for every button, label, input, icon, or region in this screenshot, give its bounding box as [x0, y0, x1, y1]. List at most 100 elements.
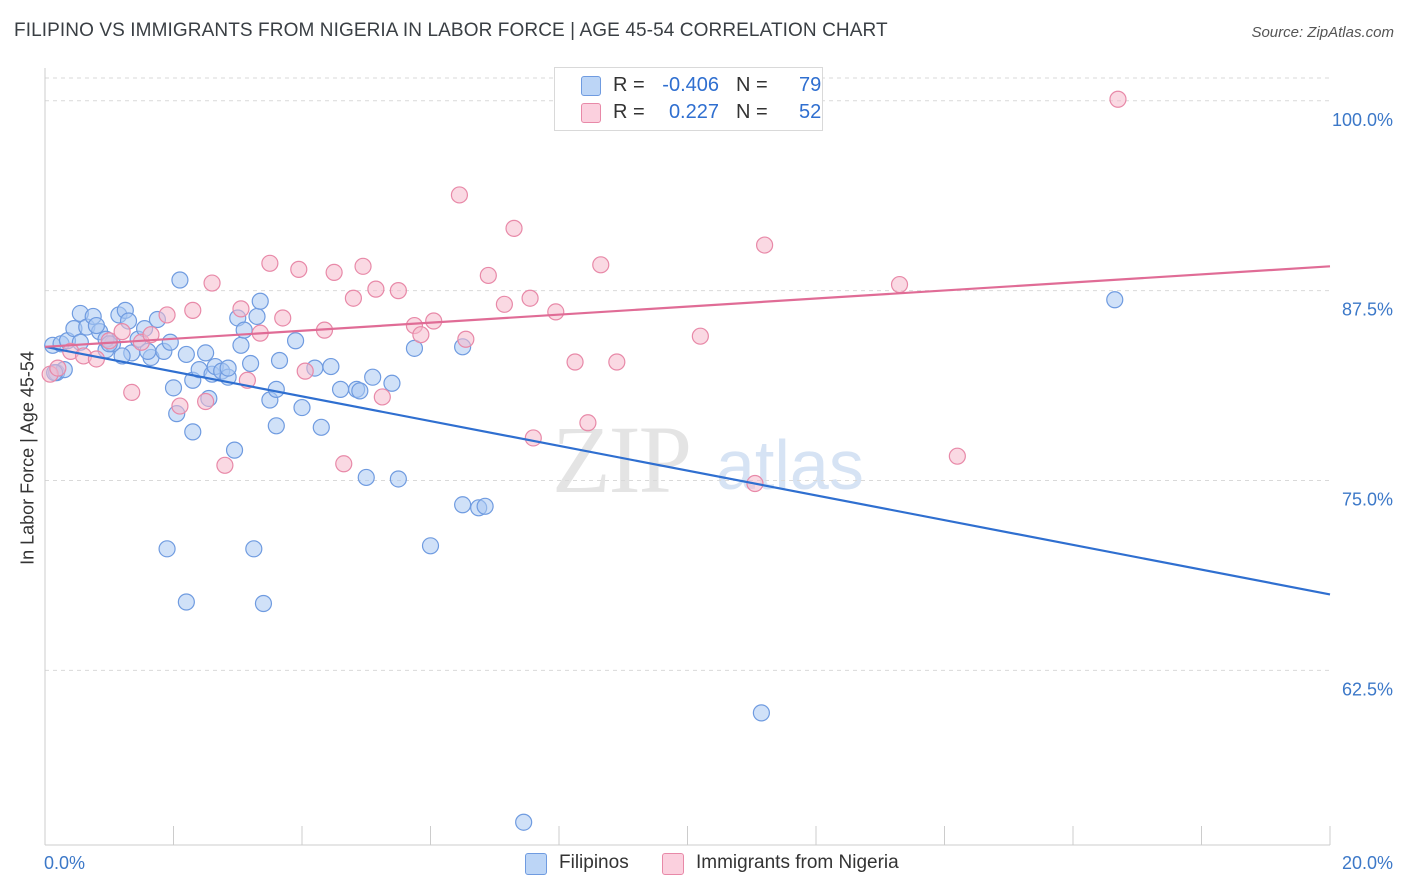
nigeria-point	[203, 274, 221, 292]
nigeria-point	[412, 326, 430, 344]
filipino-point	[251, 292, 269, 310]
nigeria-point	[261, 254, 279, 272]
filipino-point	[270, 351, 289, 370]
grid-lines	[45, 77, 1330, 671]
bottom-legend-swatch-blue	[525, 853, 547, 875]
nigeria-point	[335, 455, 353, 473]
nigeria-point	[495, 295, 513, 313]
filipino-point	[286, 332, 305, 350]
filipino-point	[331, 380, 350, 398]
y-axis-label: In Labor Force | Age 45-54	[17, 351, 38, 565]
nigeria-point	[524, 429, 542, 447]
nigeria-point	[354, 257, 372, 275]
filipino-trend-line	[44, 345, 1331, 596]
legend-r-value: 0.227	[668, 101, 719, 123]
nigeria-point	[425, 312, 443, 330]
tick-labels: 62.5% 75.0% 87.5% 100.0% 0.0% 20.0%	[44, 110, 1393, 873]
nigeria-point	[296, 362, 314, 380]
nigeria-point	[608, 353, 626, 371]
nigeria-point	[1109, 90, 1127, 108]
filipino-point	[322, 357, 340, 376]
nigeria-point	[142, 326, 160, 344]
x-tick-label-min: 0.0%	[44, 853, 85, 873]
correlation-legend: R = -0.406 N = 79 R = 0.227 N = 52	[554, 67, 823, 131]
filipino-point	[245, 540, 263, 558]
nigeria-point	[389, 282, 407, 300]
filipino-point	[254, 594, 273, 613]
filipino-point	[177, 345, 195, 364]
y-tick-label: 62.5%	[1342, 679, 1393, 699]
filipino-point	[476, 497, 494, 515]
filipino-point	[267, 417, 285, 435]
y-tick-label: 87.5%	[1342, 300, 1393, 320]
nigeria-point	[367, 280, 385, 298]
filipino-point	[454, 496, 472, 514]
filipino-point	[1106, 291, 1124, 309]
filipino-point	[161, 333, 179, 351]
filipino-point	[158, 540, 176, 558]
filipino-point	[242, 354, 260, 373]
nigeria-trend-line	[44, 265, 1331, 348]
watermark-atlas: atlas	[716, 426, 864, 504]
nigeria-point	[890, 275, 909, 294]
nigeria-point	[592, 256, 610, 274]
y-tick-label: 100.0%	[1332, 110, 1393, 130]
chart-title: FILIPINO VS IMMIGRANTS FROM NIGERIA IN L…	[14, 20, 888, 41]
nigeria-point	[123, 383, 141, 401]
axes	[44, 68, 1331, 846]
nigeria-point	[505, 219, 523, 237]
bottom-legend-swatch-pink	[662, 853, 684, 875]
nigeria-point	[457, 330, 475, 348]
nigeria-point	[87, 350, 106, 368]
bottom-legend-label: Filipinos	[559, 852, 629, 873]
source-credit: Source: ZipAtlas.com	[1251, 24, 1394, 41]
nigeria-point	[274, 309, 292, 327]
nigeria-point	[547, 303, 565, 321]
filipino-point	[197, 344, 215, 362]
nigeria-point	[100, 332, 118, 350]
filipino-point	[87, 316, 106, 335]
watermark: ZIP atlas	[552, 406, 864, 513]
legend-n-label: N =	[736, 74, 768, 96]
filipino-point	[293, 398, 311, 417]
nigeria-point	[197, 392, 215, 411]
filipino-point	[219, 359, 237, 377]
filipino-point	[389, 470, 407, 488]
watermark-zip: ZIP	[552, 406, 690, 513]
nigeria-point	[232, 300, 250, 318]
nigeria-point	[113, 323, 131, 341]
filipino-point	[171, 271, 189, 289]
filipino-point	[164, 379, 183, 397]
legend-n-value: 79	[799, 74, 822, 96]
nigeria-point	[158, 306, 176, 324]
legend-r-value: -0.406	[662, 74, 719, 96]
filipino-point	[225, 441, 244, 459]
nigeria-point	[171, 397, 189, 415]
legend-r-label: R =	[613, 74, 645, 96]
nigeria-point	[290, 260, 308, 278]
nigeria-point	[49, 359, 67, 377]
legend-swatch-pink	[581, 103, 601, 123]
filipino-point	[383, 374, 401, 392]
nigeria-point	[373, 388, 391, 406]
nigeria-point	[691, 327, 709, 345]
filipino-point	[312, 418, 330, 436]
filipino-point	[351, 382, 369, 400]
filipino-point	[232, 336, 250, 354]
filipino-point	[357, 468, 375, 487]
nigeria-point	[450, 186, 469, 204]
filipino-point	[364, 368, 382, 386]
nigeria-point	[948, 447, 966, 465]
filipino-point	[184, 423, 202, 441]
nigeria-point	[344, 289, 362, 307]
legend-swatch-blue	[581, 76, 601, 96]
nigeria-point	[755, 236, 774, 254]
filipino-point	[752, 704, 770, 722]
nigeria-point	[325, 263, 343, 282]
filipino-point	[177, 593, 195, 611]
data-points	[41, 90, 1127, 831]
filipino-point	[421, 537, 440, 555]
nigeria-point	[184, 301, 202, 319]
x-tick-label-max: 20.0%	[1342, 853, 1393, 873]
